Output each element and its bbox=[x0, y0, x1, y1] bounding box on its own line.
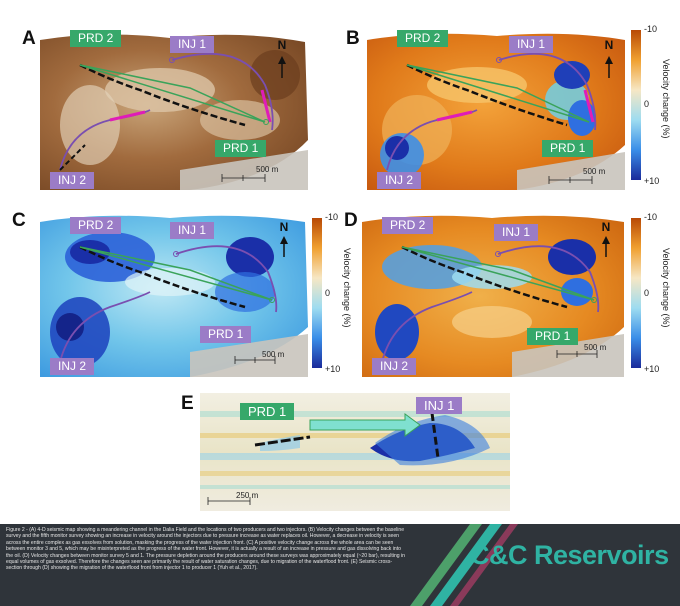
decorative-stripes bbox=[410, 524, 518, 606]
label-inj1: INJ 1 bbox=[494, 224, 539, 241]
velocity-map-b bbox=[367, 33, 625, 190]
label-prd1: PRD 1 bbox=[240, 403, 295, 420]
scale-bar-label: 500 m bbox=[256, 165, 279, 174]
panel-letter-d: D bbox=[344, 210, 358, 231]
panel-c: PRD 2 INJ 1 PRD 1 INJ 2 N 500 m bbox=[40, 212, 310, 377]
caption-bar: Figure 2 - (A) 4-D seismic map showing a… bbox=[0, 524, 680, 606]
colorbar-gradient bbox=[631, 30, 641, 180]
panel-a: PRD 2 INJ 1 PRD 1 INJ 2 N 500 m bbox=[40, 30, 310, 190]
colorbar-top-tick: -10 bbox=[644, 212, 658, 222]
colorbar-top-tick: -10 bbox=[325, 212, 339, 222]
label-prd2: PRD 2 bbox=[70, 30, 122, 47]
scale-bar-label: 250 m bbox=[236, 491, 259, 500]
label-prd2: PRD 2 bbox=[397, 30, 449, 47]
scale-bar-label: 500 m bbox=[584, 343, 607, 352]
colorbar-bottom-tick: +10 bbox=[325, 364, 341, 374]
label-prd2: PRD 2 bbox=[382, 217, 434, 234]
label-inj1: INJ 1 bbox=[416, 397, 463, 414]
colorbar-bottom-tick: +10 bbox=[644, 176, 660, 186]
colorbar-top: -10 0 +10 Velocity change (%) bbox=[631, 24, 676, 189]
colorbar-top-tick: -10 bbox=[644, 24, 658, 34]
figure: PRD 2 INJ 1 PRD 1 INJ 2 N 500 m A bbox=[12, 24, 676, 511]
label-inj1: INJ 1 bbox=[170, 222, 215, 239]
colorbar-mid-tick: 0 bbox=[644, 288, 650, 298]
colorbar-c: -10 0 +10 Velocity change (%) bbox=[312, 212, 357, 380]
label-inj1: INJ 1 bbox=[509, 36, 554, 53]
colorbar-gradient bbox=[631, 218, 641, 368]
colorbar-d: -10 0 +10 Velocity change (%) bbox=[631, 212, 676, 380]
colorbar-label: Velocity change (%) bbox=[342, 248, 352, 328]
label-inj2: INJ 2 bbox=[377, 172, 422, 189]
panel-b: PRD 2 INJ 1 PRD 1 INJ 2 N 500 m bbox=[367, 30, 627, 190]
label-prd1: PRD 1 bbox=[542, 140, 594, 157]
panel-letter-c: C bbox=[12, 210, 26, 231]
colorbar-gradient bbox=[312, 218, 322, 368]
label-inj2: INJ 2 bbox=[372, 358, 417, 375]
label-prd1: PRD 1 bbox=[527, 328, 579, 345]
colorbar-label: Velocity change (%) bbox=[661, 59, 671, 139]
scale-bar-label: 500 m bbox=[583, 167, 606, 176]
north-indicator: N bbox=[604, 38, 614, 52]
panel-letter-e: E bbox=[181, 393, 194, 414]
label-inj1: INJ 1 bbox=[170, 36, 215, 53]
label-inj2: INJ 2 bbox=[50, 172, 95, 189]
label-inj2: INJ 2 bbox=[50, 358, 95, 375]
colorbar-mid-tick: 0 bbox=[325, 288, 331, 298]
scale-bar-label: 500 m bbox=[262, 350, 285, 359]
north-indicator: N bbox=[279, 220, 289, 234]
brand-logo: C&C Reservoirs bbox=[470, 540, 669, 570]
colorbar-mid-tick: 0 bbox=[644, 99, 650, 109]
colorbar-label: Velocity change (%) bbox=[661, 248, 671, 328]
panel-letter-a: A bbox=[22, 28, 36, 49]
north-indicator: N bbox=[601, 220, 611, 234]
label-prd2: PRD 2 bbox=[70, 217, 122, 234]
seismic-map-a bbox=[40, 34, 308, 190]
panel-d: PRD 2 INJ 1 PRD 1 INJ 2 N 500 m bbox=[362, 212, 627, 377]
north-indicator: N bbox=[277, 38, 287, 52]
colorbar-bottom-tick: +10 bbox=[644, 364, 660, 374]
label-prd1: PRD 1 bbox=[200, 326, 252, 343]
label-prd1: PRD 1 bbox=[215, 140, 267, 157]
panel-letter-b: B bbox=[346, 28, 360, 49]
panel-e: PRD 1 INJ 1 250 m bbox=[200, 393, 510, 511]
figure-caption: Figure 2 - (A) 4-D seismic map showing a… bbox=[6, 527, 405, 572]
